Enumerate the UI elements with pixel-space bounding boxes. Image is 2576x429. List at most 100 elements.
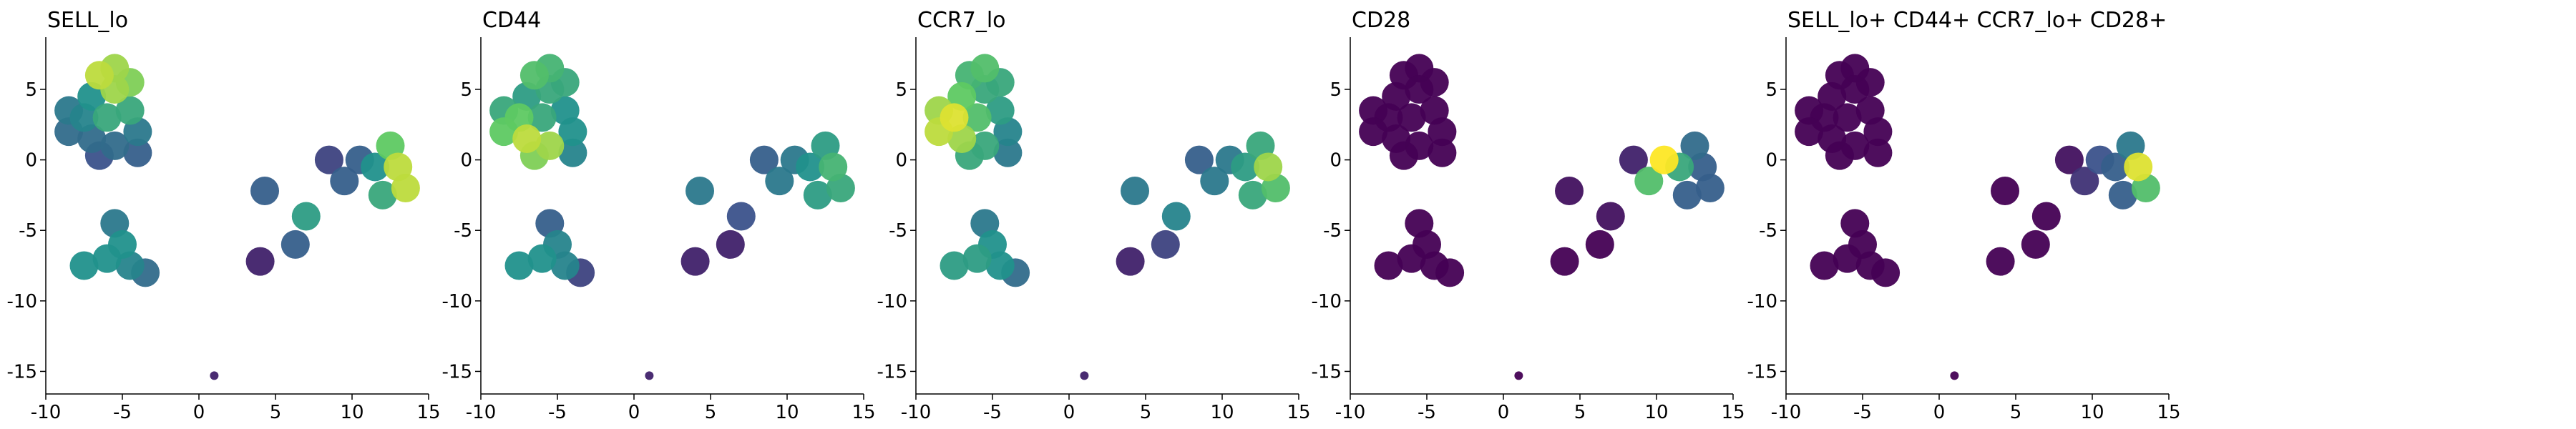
cell-point [1397, 103, 1426, 132]
y-tick-label: -15 [7, 361, 37, 383]
cell-point [1389, 141, 1418, 170]
cell-point [2124, 152, 2153, 182]
cell-point [558, 117, 587, 147]
cell-point [2021, 230, 2050, 259]
cell-point [1991, 176, 2020, 205]
cell-point [1795, 117, 1824, 147]
x-tick-label: -5 [1853, 402, 1872, 423]
panel: CD44 -10 -5 0 5 10 15 -15 -10 -5 0 5 [442, 8, 876, 423]
panel: CCR7_lo -10 -5 0 5 10 15 -15 -10 -5 0 5 [877, 8, 1311, 423]
cell-point [504, 251, 534, 280]
y-tick-label: -15 [1747, 361, 1777, 383]
cell-point [1359, 117, 1388, 147]
panel-title: CD44 [482, 8, 541, 33]
cell-point [686, 176, 715, 205]
y-tick-label: 5 [460, 79, 472, 101]
y-tick-label: -15 [877, 361, 907, 383]
x-tick-label: -5 [113, 402, 132, 423]
cell-point [519, 61, 549, 90]
cell-point [1833, 103, 1862, 132]
y-tick-label: 0 [460, 150, 472, 172]
cell-point [1619, 145, 1648, 174]
x-tick-label: 10 [1644, 402, 1668, 423]
y-tick-label: -10 [7, 291, 37, 312]
cell-point [1695, 174, 1724, 203]
x-tick-label: 5 [1574, 402, 1586, 423]
cell-point [962, 244, 992, 273]
x-tick-label: 10 [775, 402, 799, 423]
cell-point [1840, 74, 1870, 104]
cell-point [985, 96, 1015, 125]
cell-point [1550, 247, 1579, 276]
cell-point [1231, 152, 1260, 182]
cell-point [1161, 202, 1191, 231]
cell-point [527, 244, 557, 273]
cell-point [535, 131, 565, 160]
cell-point [558, 138, 587, 167]
cell-point [123, 138, 152, 167]
panel-title: SELL_lo+ CD44+ CCR7_lo+ CD28+ [1787, 8, 2167, 33]
x-tick-label: -10 [1335, 402, 1365, 423]
cell-point [796, 152, 825, 182]
y-tick-label: -10 [1312, 291, 1342, 312]
cell-point [1596, 202, 1625, 231]
x-tick-label: 15 [1721, 402, 1745, 423]
cell-point [1680, 131, 1709, 160]
y-tick-label: 0 [895, 150, 907, 172]
cell-point [803, 180, 832, 209]
cell-point [645, 371, 654, 380]
x-tick-label: 10 [2080, 402, 2104, 423]
cell-point [1254, 152, 1283, 182]
cell-point [92, 103, 122, 132]
cell-point [1374, 251, 1403, 280]
cell-point [1649, 145, 1679, 174]
cell-point [250, 176, 280, 205]
y-tick-label: 5 [25, 79, 37, 101]
cell-point [330, 167, 359, 196]
x-tick-label: 5 [1140, 402, 1152, 423]
panel-title: CCR7_lo [917, 8, 1006, 33]
cell-point [280, 230, 310, 259]
x-tick-label: -10 [1771, 402, 1801, 423]
cell-point [726, 202, 756, 231]
cell-point [1184, 145, 1214, 174]
cell-point [1634, 167, 1664, 196]
cell-point [1428, 138, 1457, 167]
x-tick-label: -10 [901, 402, 931, 423]
x-tick-label: -10 [466, 402, 496, 423]
x-tick-label: 15 [416, 402, 440, 423]
y-tick-label: -15 [442, 361, 472, 383]
cell-point [1555, 176, 1584, 205]
cell-point [1405, 209, 1434, 238]
cell-point [1428, 117, 1457, 147]
cell-point [1585, 230, 1614, 259]
cell-point [1200, 167, 1229, 196]
cell-point [489, 117, 519, 147]
cell-point [245, 247, 275, 276]
cell-point [1672, 180, 1702, 209]
cell-point [1435, 258, 1465, 287]
y-tick-label: -15 [1312, 361, 1342, 383]
cell-point [361, 152, 390, 182]
cell-point [962, 103, 992, 132]
cell-point [512, 124, 542, 154]
x-tick-label: -5 [983, 402, 1002, 423]
cell-point [819, 152, 848, 182]
cell-point [1950, 371, 1959, 380]
cell-point [765, 167, 794, 196]
cell-point [1825, 141, 1854, 170]
cell-point [1116, 247, 1145, 276]
y-tick-label: 5 [895, 79, 907, 101]
y-tick-label: 0 [25, 150, 37, 172]
cell-point [527, 103, 557, 132]
cell-point [680, 247, 710, 276]
y-tick-label: -10 [877, 291, 907, 312]
x-tick-label: 0 [193, 402, 205, 423]
y-tick-label: 0 [1765, 150, 1777, 172]
panel: SELL_lo+ CD44+ CCR7_lo+ CD28+ -10 -5 0 5 10 15… [1747, 8, 2181, 423]
panel: CD28 -10 -5 0 5 10 15 -15 -10 -5 0 5 [1312, 8, 1745, 423]
cell-point [716, 230, 745, 259]
cell-point [1514, 371, 1523, 380]
panel-title: SELL_lo [47, 8, 128, 33]
